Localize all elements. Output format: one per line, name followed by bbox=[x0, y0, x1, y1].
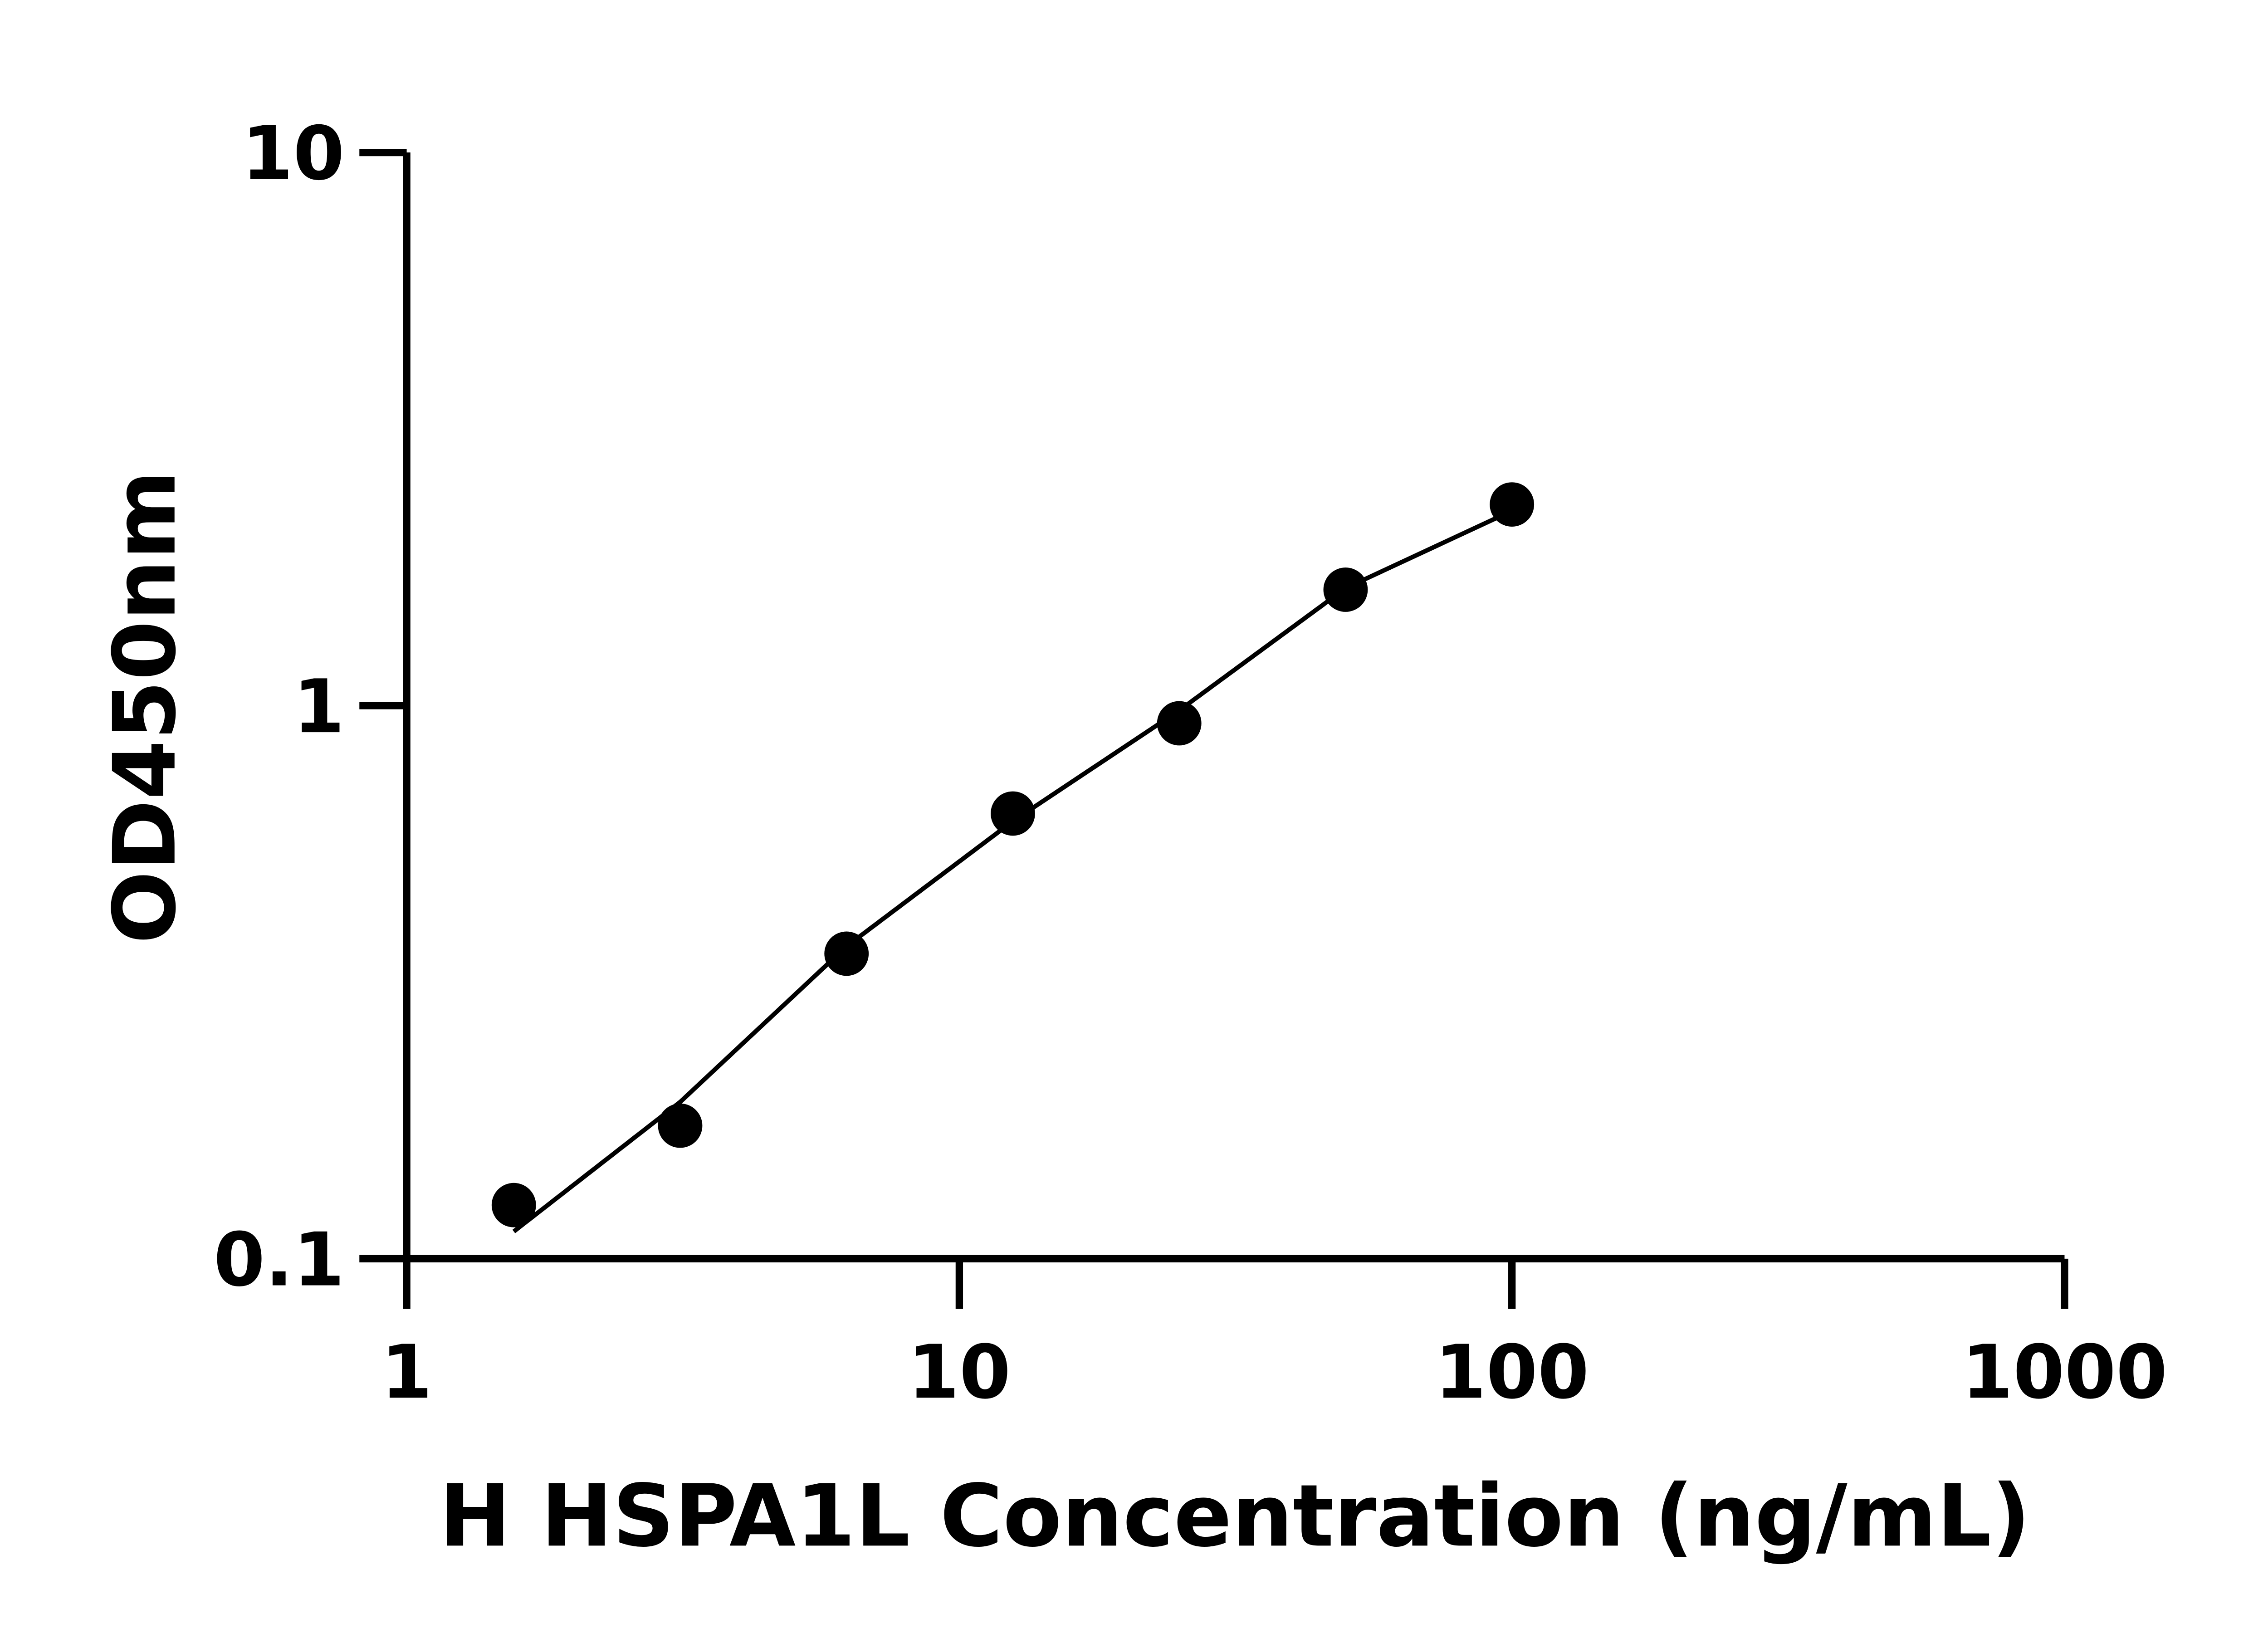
y-axis-label: OD450nm bbox=[95, 470, 195, 944]
data-point bbox=[658, 1103, 703, 1148]
x-tick-label: 100 bbox=[1435, 1330, 1589, 1415]
y-tick-label: 0.1 bbox=[214, 1217, 345, 1303]
data-point bbox=[824, 931, 869, 976]
data-point bbox=[491, 1183, 536, 1227]
x-tick-label: 1 bbox=[381, 1330, 432, 1415]
data-point bbox=[1157, 701, 1202, 746]
y-tick-label: 10 bbox=[242, 111, 345, 197]
data-point bbox=[991, 791, 1035, 836]
x-tick-label: 10 bbox=[908, 1330, 1011, 1415]
y-tick-label: 1 bbox=[293, 664, 344, 750]
data-point bbox=[1490, 482, 1535, 527]
data-point bbox=[1323, 567, 1368, 612]
x-axis-label: H HSPA1L Concentration (ng/mL) bbox=[439, 1466, 2030, 1566]
x-tick-label: 1000 bbox=[1962, 1330, 2168, 1415]
